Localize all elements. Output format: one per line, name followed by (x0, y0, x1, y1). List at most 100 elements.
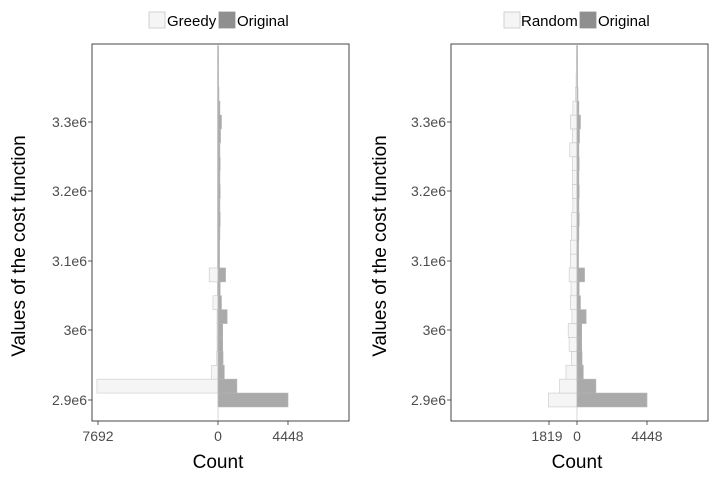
bar-left-random (571, 128, 578, 144)
bar-right-original (217, 114, 222, 130)
x-tick-label: 7692 (82, 428, 113, 444)
x-tick-label: 0 (573, 428, 581, 444)
y-tick-label: 3.2e6 (52, 183, 87, 199)
legend-swatch-random (503, 11, 521, 29)
bar-right-original (217, 378, 238, 394)
y-ticks-right (447, 121, 451, 401)
bar-left-greedy (211, 364, 219, 380)
y-tick-label: 3.3e6 (411, 114, 446, 130)
bar-right-original (576, 267, 585, 283)
bar-left-random (559, 378, 578, 394)
bar-right-original (576, 351, 583, 366)
x-tick-label: 0 (214, 428, 222, 444)
legend-label-original-right: Original (598, 13, 650, 30)
y-tick-label: 2.9e6 (411, 392, 446, 408)
bar-right-original (576, 364, 584, 380)
bar-right-original (576, 295, 581, 310)
bar-right-original (576, 156, 580, 171)
bar-left-random (571, 351, 578, 366)
bar-left-random (571, 184, 578, 199)
bar-right-original (217, 351, 224, 366)
panel-left: Greedy Original Values of the cost funct… (9, 11, 350, 473)
bar-left-random (571, 212, 578, 227)
x-ticks-left (97, 421, 289, 425)
x-ticks-right (548, 421, 648, 425)
bar-right-original (576, 184, 580, 199)
bar-right-original (217, 156, 221, 171)
x-tick-label: 4448 (272, 428, 303, 444)
bar-right-original (217, 267, 226, 283)
bar-right-original (576, 128, 580, 144)
bar-left-random (565, 364, 578, 380)
x-axis-title-right: Count (552, 452, 603, 473)
bar-right-original (576, 392, 648, 408)
y-tick-label: 2.9e6 (52, 392, 87, 408)
x-tick-labels-left: 7692 0 4448 (82, 428, 303, 444)
bar-right-original (217, 128, 221, 144)
y-axis-title-right: Values of the cost function (370, 135, 391, 356)
bar-left-random (568, 337, 578, 352)
legend-label-original-left: Original (237, 13, 289, 30)
y-tick-label: 3.1e6 (411, 253, 446, 269)
bar-right-original (217, 281, 221, 297)
legend-swatch-original-right (579, 11, 597, 29)
bar-left-random (571, 156, 578, 171)
panel-border-right (450, 43, 709, 422)
bar-left-random (570, 281, 578, 297)
bar-left-greedy (96, 378, 219, 394)
bars-right (548, 45, 648, 420)
bar-left-random (548, 392, 578, 408)
bar-right-original (576, 378, 597, 394)
panel-border-left (91, 43, 350, 422)
bar-right-original (217, 212, 221, 227)
legend-left: Greedy Original (148, 11, 289, 30)
y-tick-label: 3.2e6 (411, 183, 446, 199)
bar-right-original (217, 337, 224, 352)
x-tick-labels-right: 1819 0 4448 (531, 428, 662, 444)
bar-right-original (217, 323, 224, 338)
bar-right-original (576, 309, 587, 324)
legend-swatch-greedy (148, 11, 166, 29)
x-tick-label: 4448 (631, 428, 662, 444)
bar-left-random (570, 239, 578, 255)
bar-right-original (217, 309, 228, 324)
y-tick-label: 3e6 (423, 322, 447, 338)
bar-left-greedy (208, 267, 219, 283)
bar-left-random (572, 100, 578, 116)
bar-left-random (572, 170, 578, 185)
bar-left-random (570, 114, 578, 130)
x-tick-label: 1819 (531, 428, 562, 444)
bar-right-original (217, 184, 221, 199)
bar-left-random (567, 323, 578, 338)
bar-right-original (576, 323, 583, 338)
y-axis-title-left: Values of the cost function (9, 135, 30, 356)
bar-right-original (576, 281, 580, 297)
legend-right: Random Original (503, 11, 650, 30)
bar-right-original (217, 364, 225, 380)
y-tick-label: 3e6 (64, 322, 88, 338)
y-tick-label: 3.1e6 (52, 253, 87, 269)
bars-left (96, 45, 289, 420)
y-ticks-left (88, 121, 92, 401)
bar-left-random (570, 295, 578, 310)
bar-left-random (571, 309, 578, 324)
bar-left-random (569, 142, 578, 158)
y-tick-labels-left: 2.9e6 3e6 3.1e6 3.2e6 3.3e6 (52, 114, 87, 408)
x-axis-title-left: Count (193, 452, 244, 473)
bar-right-original (217, 392, 289, 408)
bar-left-random (568, 267, 578, 283)
bar-right-original (217, 295, 222, 310)
legend-label-greedy: Greedy (167, 13, 217, 30)
y-tick-labels-right: 2.9e6 3e6 3.1e6 3.2e6 3.3e6 (411, 114, 446, 408)
y-tick-label: 3.3e6 (52, 114, 87, 130)
bar-left-greedy (212, 295, 219, 310)
bar-right-original (576, 114, 581, 130)
bar-left-random (572, 198, 578, 213)
legend-swatch-original-left (218, 11, 236, 29)
panel-right: Random Original Values of the cost funct… (370, 11, 709, 473)
bar-right-original (576, 212, 580, 227)
bar-left-random (570, 253, 578, 269)
legend-label-random: Random (521, 13, 578, 30)
